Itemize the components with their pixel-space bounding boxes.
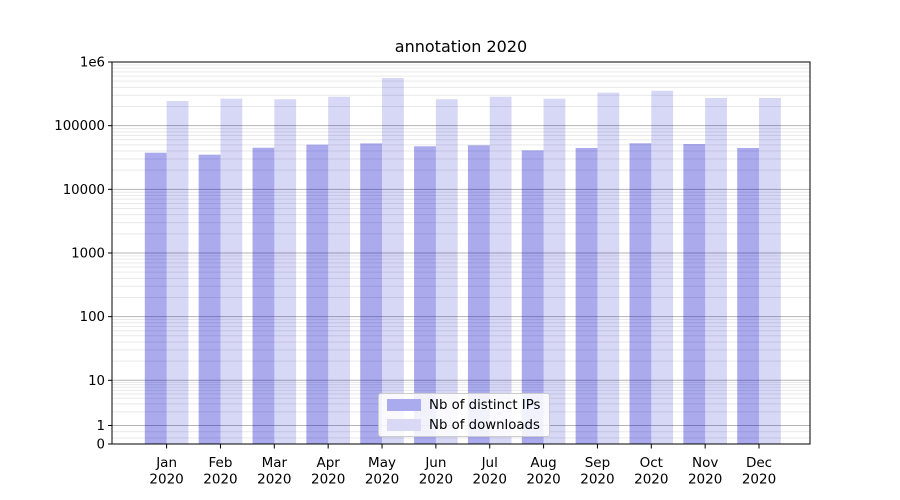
y-tick-label: 10 <box>88 374 105 389</box>
x-tick-label-year: 2020 <box>526 472 560 488</box>
bar-downloads-may <box>382 78 404 445</box>
x-tick-label-year: 2020 <box>203 472 237 488</box>
x-tick-label-year: 2020 <box>473 472 507 488</box>
x-tick-label-year: 2020 <box>419 472 453 488</box>
x-tick-label-month: Nov <box>692 455 718 471</box>
bar-downloads-oct <box>651 90 674 444</box>
x-tick-label-year: 2020 <box>365 472 399 488</box>
x-tick-label-year: 2020 <box>311 472 345 488</box>
bar-downloads-feb <box>220 98 243 444</box>
x-tick-label-month: Feb <box>209 455 233 471</box>
bar-downloads-jan <box>166 100 189 444</box>
y-tick-label: 100 <box>80 310 105 325</box>
x-tick-label-year: 2020 <box>634 472 668 488</box>
x-tick-label-month: Dec <box>746 455 772 471</box>
y-tick-label: 100000 <box>54 119 105 134</box>
bar-downloads-mar <box>274 99 297 444</box>
y-tick-label: 1 <box>97 419 105 434</box>
x-tick-label-month: Jul <box>481 455 498 471</box>
x-tick-label-month: May <box>368 455 396 471</box>
bar-downloads-dec <box>759 97 781 444</box>
bar-distinct-ips-jul <box>467 145 490 444</box>
chart-title: annotation 2020 <box>394 37 528 56</box>
bar-distinct-ips-feb <box>198 154 221 444</box>
x-tick-label-month: Jun <box>424 455 446 471</box>
bar-distinct-ips-jan <box>144 152 167 444</box>
bar-distinct-ips-mar <box>252 147 275 444</box>
legend-label-downloads: Nb of downloads <box>429 417 540 433</box>
bar-distinct-ips-jun <box>414 146 436 444</box>
x-tick-label-year: 2020 <box>742 472 776 488</box>
x-tick-label-month: Aug <box>530 455 556 471</box>
y-tick-label: 10000 <box>63 183 105 198</box>
y-tick-label: 0 <box>97 438 105 453</box>
legend-swatch-distinct-ips-icon <box>387 399 421 411</box>
bar-distinct-ips-apr <box>306 144 329 444</box>
bar-downloads-apr <box>328 96 350 444</box>
x-tick-label-year: 2020 <box>580 472 614 488</box>
x-tick-label-year: 2020 <box>688 472 722 488</box>
legend: Nb of distinct IPs Nb of downloads <box>378 393 550 437</box>
x-tick-label-month: Apr <box>316 455 340 471</box>
y-tick-label: 1000 <box>71 246 105 261</box>
bar-distinct-ips-may <box>360 143 383 444</box>
x-tick-label-month: Mar <box>262 455 288 471</box>
bar-downloads-nov <box>705 97 727 444</box>
y-tick-label: 1e6 <box>80 56 105 71</box>
bar-distinct-ips-nov <box>683 144 706 444</box>
bar-distinct-ips-dec <box>737 147 760 444</box>
x-tick-label-month: Sep <box>585 455 610 471</box>
x-tick-label-month: Oct <box>640 455 663 471</box>
legend-swatch-downloads-icon <box>387 419 421 431</box>
x-tick-label-month: Jan <box>155 455 177 471</box>
bar-distinct-ips-aug <box>521 150 544 444</box>
legend-label-distinct-ips: Nb of distinct IPs <box>429 397 541 413</box>
x-tick-label-year: 2020 <box>257 472 291 488</box>
bar-distinct-ips-sep <box>575 147 598 444</box>
bar-distinct-ips-oct <box>629 143 652 444</box>
bar-downloads-sep <box>597 92 620 445</box>
legend-row-downloads: Nb of downloads <box>387 418 541 433</box>
legend-row-distinct-ips: Nb of distinct IPs <box>387 398 541 413</box>
bar-downloads-aug <box>543 98 566 444</box>
bar-downloads-jul <box>489 96 512 444</box>
bar-downloads-jun <box>435 99 458 444</box>
x-tick-label-year: 2020 <box>149 472 183 488</box>
